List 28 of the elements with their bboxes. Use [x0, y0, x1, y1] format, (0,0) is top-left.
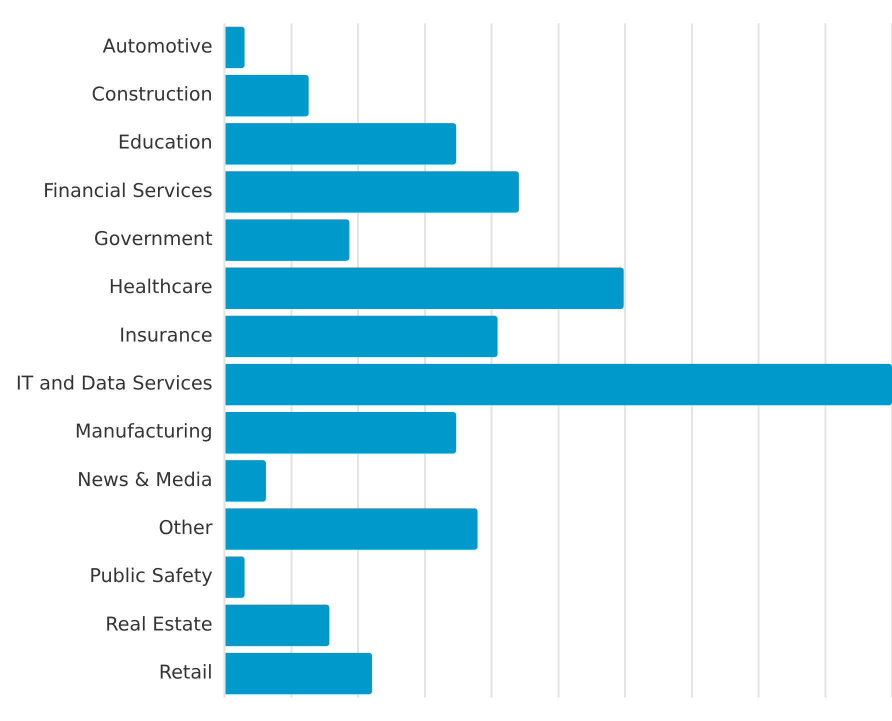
y-tick-label: Real Estate: [105, 613, 213, 636]
y-tick-label: Financial Services: [43, 180, 213, 202]
y-tick-label: Automotive: [102, 35, 213, 58]
y-tick-label: Construction: [92, 84, 213, 106]
bar: [226, 74, 309, 116]
bar: [226, 412, 456, 454]
bar: [226, 508, 478, 550]
bar: [226, 26, 245, 68]
bar: [226, 268, 624, 309]
y-tick-label: Retail: [158, 661, 213, 684]
y-tick-label: Manufacturing: [74, 420, 213, 443]
bar: [226, 460, 266, 502]
bar: [226, 316, 498, 358]
y-tick-label: Insurance: [119, 324, 213, 346]
y-tick-label: Government: [94, 228, 213, 250]
y-tick-label: Healthcare: [108, 276, 213, 298]
bar: [226, 171, 519, 213]
bar: [226, 652, 372, 694]
y-tick-label: Education: [118, 132, 213, 154]
bar: [226, 219, 350, 261]
y-tick-label: IT and Data Services: [16, 372, 213, 395]
bar: [226, 604, 330, 646]
y-tick-label: News & Media: [77, 468, 213, 491]
bar: [226, 123, 456, 164]
bar: [226, 556, 245, 598]
y-tick-label: Public Safety: [90, 565, 213, 588]
bar: [226, 364, 892, 406]
y-tick-label: Other: [158, 516, 213, 539]
